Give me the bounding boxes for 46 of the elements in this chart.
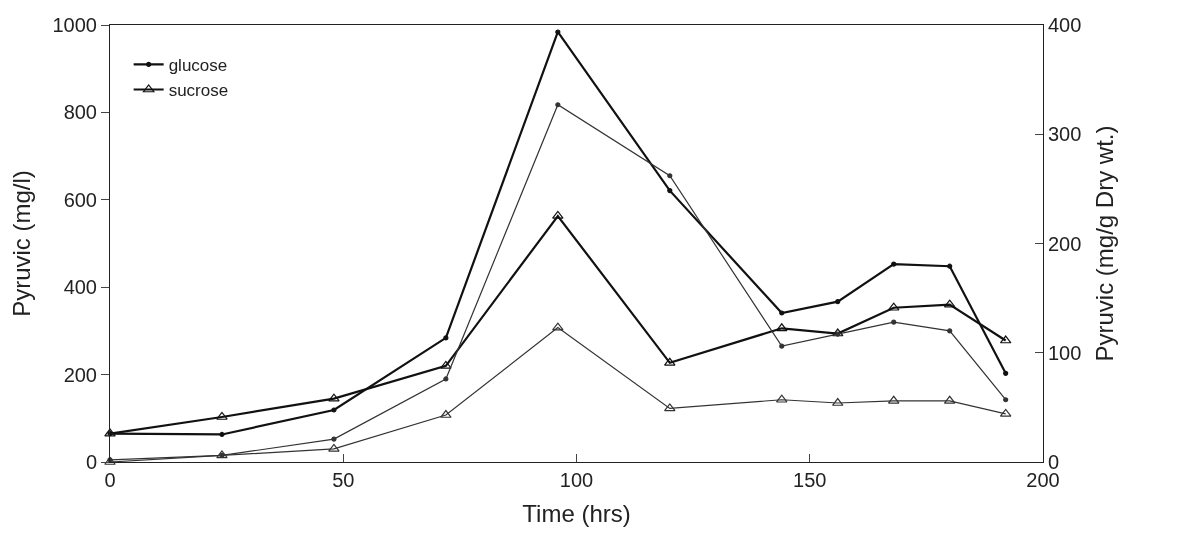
point <box>779 310 785 316</box>
point <box>219 431 225 438</box>
x-tick-label: 0 <box>104 469 116 491</box>
point <box>552 210 564 219</box>
y-tick-label: 400 <box>63 276 97 299</box>
point <box>947 328 953 334</box>
point <box>555 29 561 35</box>
point <box>552 322 564 331</box>
y-tick-label: 200 <box>63 363 97 386</box>
point <box>667 188 673 194</box>
point <box>664 357 676 366</box>
point <box>328 443 340 452</box>
point <box>667 173 673 179</box>
y2-tick-label: 200 <box>1048 232 1082 255</box>
legend-label: glucose <box>168 56 228 76</box>
y-tick-label: 0 <box>85 451 97 473</box>
x-tick-label: 50 <box>332 469 355 491</box>
y2-tick-label: 400 <box>1048 14 1082 36</box>
y-tick-label: 800 <box>63 101 97 124</box>
point <box>443 376 449 382</box>
point <box>1003 370 1009 376</box>
point <box>835 299 841 305</box>
y-axis-title: Pyruvic (mg/l) <box>7 170 35 317</box>
point <box>779 343 785 349</box>
y2-axis-title: Pyruvic (mg/g Dry wt.) <box>1090 125 1118 362</box>
y2-tick-label: 100 <box>1048 341 1082 364</box>
x-axis-title: Time (hrs) <box>522 500 631 528</box>
y-tick-label: 1000 <box>52 14 97 36</box>
point <box>664 403 676 412</box>
point <box>440 409 452 418</box>
point <box>947 263 953 269</box>
y2-tick-label: 300 <box>1048 123 1082 146</box>
point <box>328 393 340 402</box>
x-tick-label: 150 <box>793 469 827 491</box>
point <box>891 261 897 267</box>
x-tick-label: 100 <box>559 469 594 491</box>
point <box>331 436 337 442</box>
point <box>216 411 228 420</box>
point <box>891 319 897 325</box>
legend-label: sucrose <box>168 81 229 101</box>
point <box>1003 397 1009 403</box>
point <box>555 102 561 108</box>
point <box>443 335 449 341</box>
point <box>440 360 452 369</box>
point <box>331 407 337 413</box>
y-tick-label: 600 <box>63 188 97 211</box>
